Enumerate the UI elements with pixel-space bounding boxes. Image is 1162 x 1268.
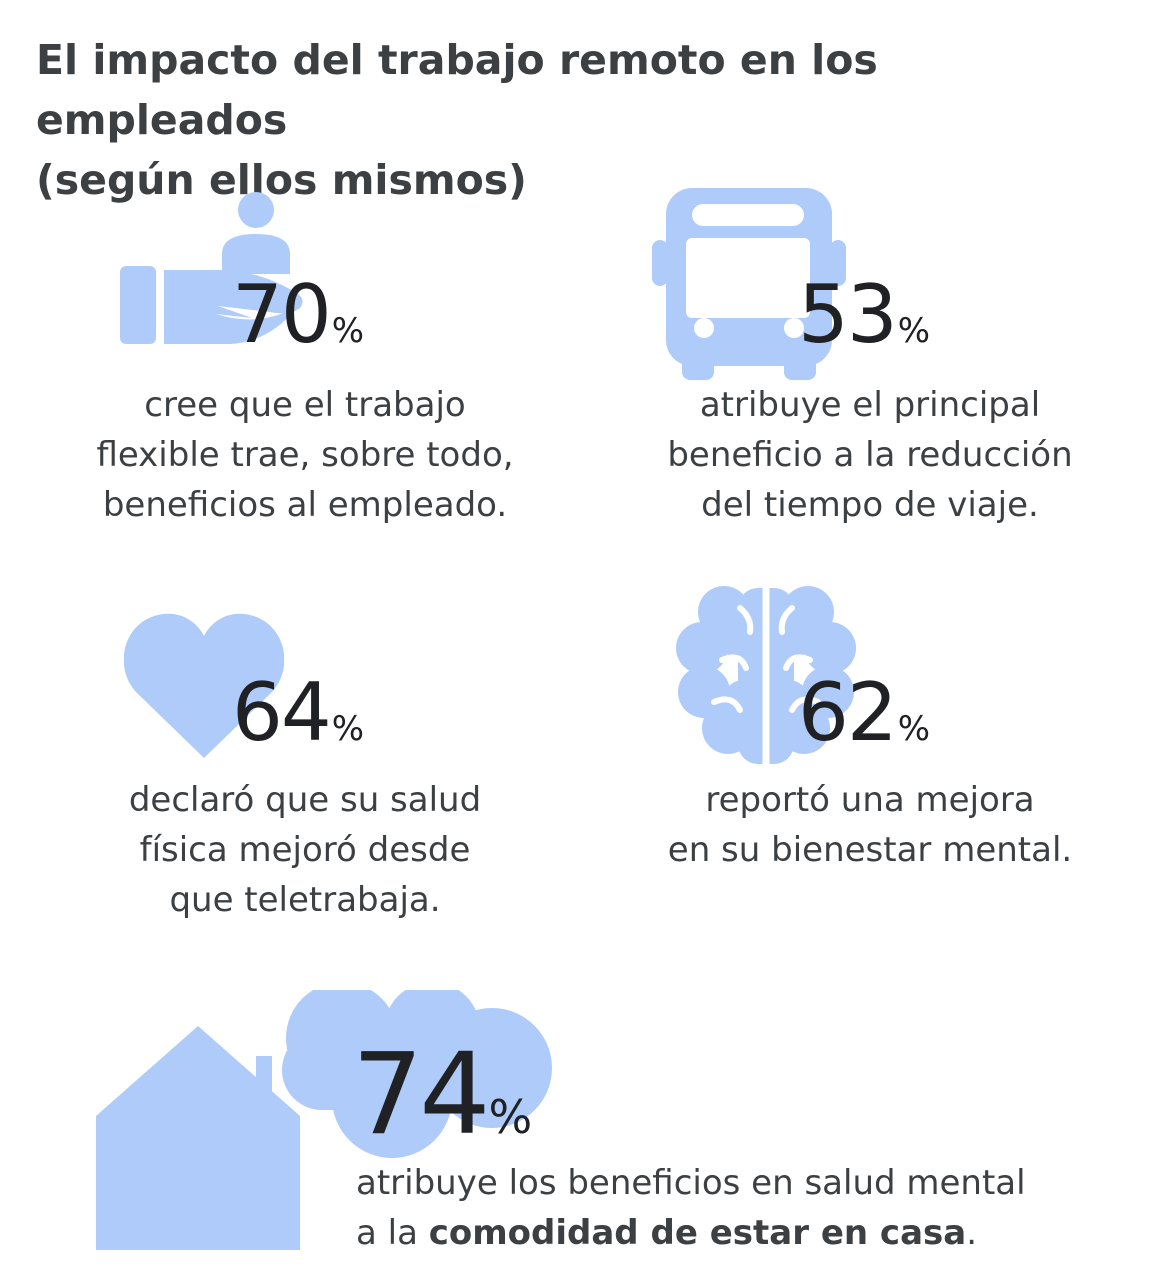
- desc-line: declaró que su salud: [128, 780, 482, 820]
- stat-value-53: 53%: [798, 268, 930, 361]
- desc-text: .: [966, 1213, 978, 1253]
- stat-description: reportó una mejora en su bienestar menta…: [620, 775, 1120, 875]
- stat-value-62: 62%: [798, 666, 930, 759]
- desc-line: reportó una mejora: [705, 780, 1035, 820]
- stat-percent: %: [488, 1090, 533, 1144]
- brain-icon: [676, 586, 856, 764]
- heart-icon: [124, 613, 284, 758]
- desc-line: en su bienestar mental.: [667, 830, 1073, 870]
- desc-line: que teletrabaja.: [169, 880, 441, 920]
- stat-number: 53: [798, 268, 898, 361]
- desc-line: del tiempo de viaje.: [701, 485, 1039, 525]
- desc-text: a la: [356, 1213, 429, 1253]
- stat-value-64: 64%: [232, 666, 364, 759]
- hand-holding-person-icon: [120, 192, 303, 344]
- stat-number: 74: [352, 1030, 491, 1160]
- desc-line: física mejoró desde: [139, 830, 471, 870]
- stat-number: 64: [232, 666, 332, 759]
- desc-line: cree que el trabajo: [144, 385, 466, 425]
- desc-line: flexible trae, sobre todo,: [96, 435, 514, 475]
- bus-icon: [652, 188, 846, 380]
- stat-description: declaró que su salud física mejoró desde…: [40, 775, 570, 925]
- stat-description: atribuye el principal beneficio a la red…: [620, 380, 1120, 530]
- stat-number: 70: [232, 268, 332, 361]
- stat-percent: %: [897, 311, 931, 351]
- page-title: El impacto del trabajo remoto en los emp…: [36, 30, 1136, 210]
- title-line-1: El impacto del trabajo remoto en los emp…: [36, 36, 878, 144]
- title-line-2: (según ellos mismos): [36, 156, 527, 204]
- stat-value-70: 70%: [232, 268, 364, 361]
- stat-description: atribuye los beneficios en salud mental …: [356, 1158, 1136, 1258]
- stat-percent: %: [331, 709, 365, 749]
- desc-line: atribuye los beneficios en salud mental: [356, 1163, 1026, 1203]
- stat-percent: %: [897, 709, 931, 749]
- desc-emphasis: comodidad de estar en casa: [428, 1213, 967, 1253]
- house-cloud-icon: [96, 990, 552, 1250]
- desc-line: atribuye el principal: [699, 385, 1041, 425]
- stat-percent: %: [331, 311, 365, 351]
- desc-line-2: a la comodidad de estar en casa.: [356, 1208, 1136, 1258]
- stat-number: 62: [798, 666, 898, 759]
- desc-line: beneficios al empleado.: [102, 485, 508, 525]
- stat-description: cree que el trabajo flexible trae, sobre…: [40, 380, 570, 530]
- stat-value-74: 74%: [352, 1030, 532, 1160]
- desc-line: beneficio a la reducción: [667, 435, 1073, 475]
